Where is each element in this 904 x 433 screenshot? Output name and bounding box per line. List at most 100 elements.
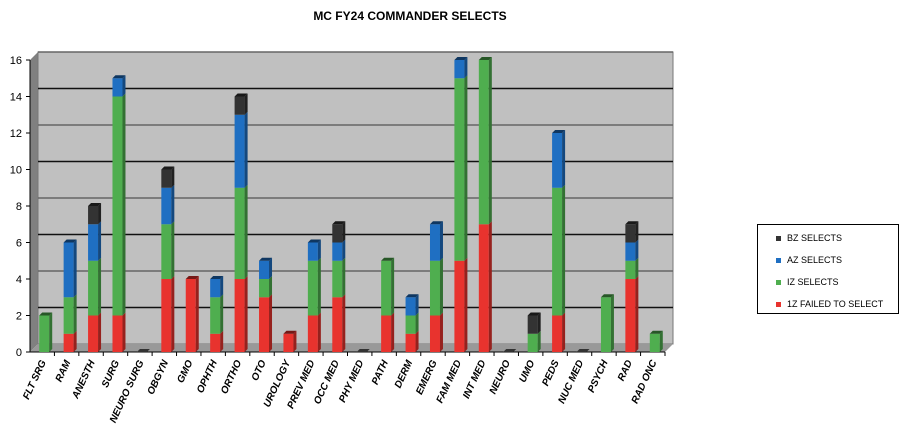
x-tick-label: GMO [175,358,195,384]
bar-segment [39,315,50,352]
bar-segment-side [122,93,126,316]
legend-item-1z: 1Z FAILED TO SELECT [776,299,883,309]
bar-segment [527,315,538,334]
x-tick-label: FLT SRG [21,358,49,401]
bar-top [112,75,126,79]
bar-segment [161,279,172,352]
bar-segment [552,315,563,352]
bar-segment-side [439,221,443,261]
bar-segment-side [244,93,248,115]
bar-segment-side [635,276,639,352]
bar-segment [307,315,318,352]
bar-segment-side [171,184,175,225]
bar-segment-side [562,312,566,352]
bar-segment [429,260,440,316]
bar-segment-side [415,330,419,352]
bar-segment-side [220,330,224,352]
chart-title: MC FY24 COMMANDER SELECTS [313,9,507,23]
bar-segment [332,260,343,298]
y-tick-label: 0 [16,347,22,359]
y-tick-label: 4 [16,274,22,286]
bar-segment-side [415,294,419,316]
x-tick-label: UMO [518,358,538,384]
bar-segment-side [439,257,443,316]
bar-segment-side [659,330,663,352]
bar-segment [552,187,563,316]
y-tick-label: 2 [16,311,22,323]
bar-segment-side [122,75,126,97]
bar-segment-side [635,221,639,243]
bar-segment-side [171,221,175,279]
bar-top [625,221,639,225]
bar-segment-side [317,239,321,261]
bar-segment-side [439,312,443,352]
bar-top [332,221,346,225]
x-tick-label: RAD ONC [630,358,660,406]
x-tick-label: RAD [616,359,635,383]
bar-segment [259,279,270,298]
x-tick-label: OTO [250,358,269,382]
bar-segment-side [635,239,639,261]
legend-item-iz: IZ SELECTS [776,277,839,287]
bar-segment [112,315,123,352]
bar-segment [478,224,489,352]
bar-segment [259,297,270,352]
bar-segment [454,78,465,261]
x-tick-label: RAM [54,358,74,384]
bar-top [88,203,102,206]
bar-segment [429,315,440,352]
legend: BZ SELECTS AZ SELECTS IZ SELECTS 1Z FAIL… [757,224,899,314]
bar-top [405,294,419,298]
bar-segment-side [220,294,224,334]
bar-segment-side [488,57,492,225]
bar-segment [63,297,74,334]
bar-segment-side [244,111,248,188]
y-tick-label: 14 [10,92,22,104]
bar-segment-side [244,184,248,279]
legend-swatch [776,279,781,285]
bar-segment-side [610,294,614,352]
bar-segment-side [73,330,77,352]
legend-label: IZ SELECTS [787,277,839,287]
bar-segment-side [342,239,346,261]
bar-segment-side [415,312,419,334]
bar-segment [454,60,465,79]
x-tick-label: ORTHO [219,358,244,395]
bar-segment [454,260,465,352]
bar-segment [234,187,245,279]
bar-segment [234,279,245,352]
y-tick-label: 8 [16,201,22,213]
x-tick-label: PHY MED [337,359,366,405]
bar-segment [381,315,392,352]
bar-segment-side [293,330,297,352]
bar-segment [161,187,172,225]
bar-segment [210,297,221,334]
bar-top [259,257,273,261]
bar-segment [429,224,440,261]
bar-segment-side [269,294,273,352]
legend-label: BZ SELECTS [787,233,843,243]
bar-segment-side [98,203,102,225]
bar-segment [63,242,74,298]
bar-top [527,312,541,316]
bar-top [600,294,614,298]
bar-top [576,349,590,352]
bar-segment-side [98,257,102,316]
y-tick-label: 6 [16,238,22,250]
bar-segment-side [562,130,566,188]
bar-segment [185,279,196,352]
bar-segment [63,333,74,352]
bar-segment [527,333,538,352]
bar-segment-side [317,312,321,352]
bar-segment-side [98,221,102,261]
bar-segment-side [342,221,346,243]
bar-segment [381,260,392,316]
bar-segment-side [537,330,541,352]
bar-segment-side [73,294,77,334]
bar-segment [649,333,660,352]
bar-segment-side [98,312,102,352]
bar-top [478,57,492,60]
legend-swatch [776,301,781,307]
bar-segment-side [269,276,273,298]
bar-segment-side [391,257,395,316]
